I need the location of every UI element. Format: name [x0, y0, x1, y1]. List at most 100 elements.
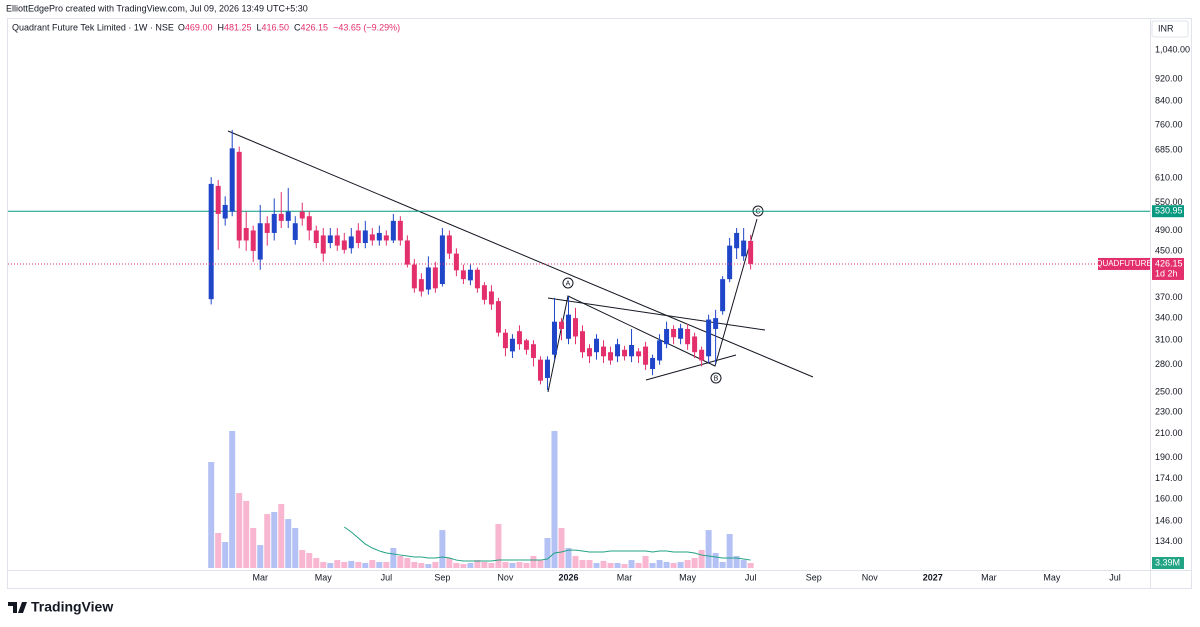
candle-body	[727, 245, 733, 280]
wave-label: B	[714, 375, 719, 382]
wave-marker	[710, 372, 722, 384]
wave-marker	[562, 277, 574, 289]
brand-logo[interactable]: TradingView	[8, 599, 113, 615]
volume-bar	[719, 561, 726, 568]
volume-bar	[670, 563, 677, 568]
candle-body	[544, 359, 550, 378]
currency-box[interactable]	[1151, 20, 1189, 38]
y-tick-label: 920.00	[1155, 74, 1183, 84]
logo-mark[interactable]	[8, 602, 27, 613]
volume-bar	[243, 500, 250, 568]
volume-bar	[425, 564, 432, 568]
candle-body	[341, 240, 347, 250]
candle-body	[488, 291, 494, 305]
volume-bar	[362, 563, 369, 568]
candle-body	[425, 267, 431, 290]
candle-body	[537, 359, 543, 381]
candle-body	[411, 264, 417, 289]
volume-bar	[264, 514, 271, 568]
candle-body	[460, 270, 466, 280]
volume-bar	[383, 561, 390, 568]
x-tick-label: Mar	[617, 572, 633, 582]
volume-bar	[663, 561, 670, 568]
candle-body	[320, 235, 326, 254]
volume-bar	[509, 563, 516, 568]
candle-body	[608, 352, 614, 361]
candle-body	[376, 232, 382, 241]
candle-body	[243, 228, 249, 241]
candle-body	[601, 346, 607, 357]
header-key: C	[294, 22, 301, 32]
candle-body	[208, 183, 214, 300]
candle-body	[432, 267, 438, 289]
last-price-label: 426.15	[1155, 258, 1183, 268]
x-tick-label: Jul	[381, 572, 393, 582]
volume-bar	[551, 431, 558, 568]
candle-body	[369, 234, 375, 241]
volume-bar	[285, 519, 292, 568]
candle-body	[671, 328, 677, 338]
volume-bar	[572, 555, 579, 568]
volume-bar	[278, 504, 285, 568]
candle-body	[250, 230, 256, 251]
volume-bar	[411, 561, 418, 568]
wave-label: A	[566, 280, 571, 287]
candle-body	[355, 230, 361, 244]
volume-bar	[257, 545, 264, 568]
volume-bar	[460, 564, 467, 568]
volume-bar	[341, 561, 348, 568]
x-tick-label: Sep	[806, 572, 822, 582]
candle-body	[699, 349, 705, 361]
candle-body	[348, 236, 354, 249]
candle-body	[580, 331, 586, 353]
candle-body	[636, 351, 642, 357]
countdown-label: 1d 2h	[1155, 268, 1178, 278]
candle-body	[685, 328, 691, 345]
volume-bar	[740, 560, 747, 568]
currency[interactable]: INR	[1158, 23, 1174, 33]
y-tick-label: 760.00	[1155, 120, 1183, 130]
candle-body	[383, 235, 389, 241]
y-tick-label: 550.00	[1155, 197, 1183, 207]
candle-body	[404, 240, 410, 265]
y-tick-label: 280.00	[1155, 359, 1183, 369]
volume-bar	[621, 564, 628, 568]
volume-bar	[635, 563, 642, 568]
volume-bar	[390, 548, 397, 568]
volume-bar	[530, 555, 537, 568]
volume-bar	[299, 550, 306, 568]
candle-body	[390, 220, 396, 241]
candle-body	[516, 331, 522, 345]
wave-label: C	[755, 208, 760, 215]
header-key: H	[217, 22, 224, 32]
header-value: −43.65 (−9.29%)	[333, 22, 400, 32]
header-value: 416.50	[262, 22, 290, 32]
candle-body	[572, 318, 578, 337]
symbol-label: QUADFUTURE	[1096, 259, 1152, 268]
y-tick-label: 450.00	[1155, 245, 1183, 255]
volume-bar	[684, 560, 691, 568]
volume-bar	[726, 534, 733, 568]
header-value: 481.25	[224, 22, 252, 32]
x-tick-label: 2027	[923, 572, 943, 582]
candle-body	[271, 213, 277, 233]
candle-body	[530, 344, 536, 358]
volume-bar	[733, 555, 740, 568]
symbol-box	[1098, 257, 1150, 270]
y-tick-label: 490.00	[1155, 225, 1183, 235]
x-tick-label: May	[1043, 572, 1061, 582]
volume-bar	[691, 558, 698, 568]
candle-body	[446, 235, 452, 254]
candle-body	[587, 348, 593, 357]
volume-bar	[376, 561, 383, 568]
hline-box	[1152, 205, 1184, 218]
volume-bar	[516, 561, 523, 568]
volume-bar	[334, 560, 341, 568]
volume-ma-line	[344, 526, 751, 562]
y-tick-label: 1,040.00	[1155, 44, 1190, 54]
candle-body	[509, 338, 515, 352]
candle-body	[720, 279, 726, 312]
brand-name[interactable]: TradingView	[31, 599, 113, 615]
x-tick-label: Nov	[862, 572, 879, 582]
